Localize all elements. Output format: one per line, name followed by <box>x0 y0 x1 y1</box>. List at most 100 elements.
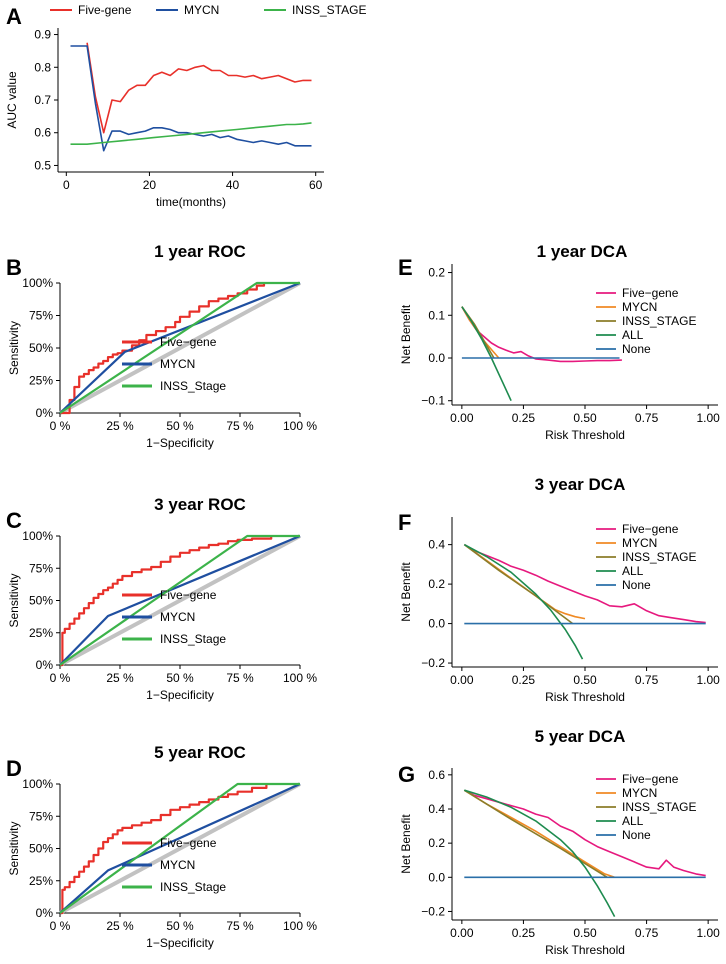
chart-title: 3 year ROC <box>154 495 246 514</box>
legend-label: INSS_STAGE <box>622 800 696 814</box>
series-line-inss-stage <box>463 789 608 878</box>
legend-label: Five−gene <box>622 286 679 300</box>
reference-diagonal <box>59 281 301 415</box>
y-tick-label: 0.6 <box>428 768 445 782</box>
x-axis-label: Risk Threshold <box>545 943 625 957</box>
legend-label: None <box>622 578 651 592</box>
y-axis-label: Net Benefit <box>399 562 413 622</box>
series-line-mycn <box>70 45 312 152</box>
series-line-five-gene <box>60 536 273 667</box>
x-tick-label: 100 % <box>283 919 317 933</box>
series-line-five-gene <box>60 283 266 415</box>
x-tick-label: 25 % <box>106 419 134 433</box>
series-line-inss-stage <box>59 534 300 666</box>
x-tick-label: 1.00 <box>696 673 720 687</box>
legend: Five−gene MYCN INSS_Stage <box>122 588 226 646</box>
panel-label-c: C <box>6 508 22 533</box>
legend-label: INSS_Stage <box>160 880 226 894</box>
y-tick-label: 0% <box>36 906 54 920</box>
x-tick-label: 0.50 <box>573 411 597 425</box>
x-tick-label: 0.00 <box>450 411 474 425</box>
x-tick-label: 100 % <box>283 419 317 433</box>
y-tick-label: 0.0 <box>428 870 445 884</box>
series-line-inss-stage <box>463 543 574 625</box>
reference-diagonal <box>59 782 301 915</box>
series-line-mycn <box>463 543 586 620</box>
x-tick-label: 1.00 <box>696 411 720 425</box>
x-tick-label: 75 % <box>226 419 254 433</box>
series-line-mycn <box>59 782 301 914</box>
x-tick-label: 0.00 <box>450 926 474 940</box>
x-tick-label: 25 % <box>106 671 134 685</box>
legend-label: None <box>622 342 651 356</box>
panel-d: D 5 year ROC 0 % 25 % 50 % 75 % 100 % 0% 25% 50% 7… <box>6 743 317 950</box>
legend-label: Five−gene <box>160 335 217 349</box>
x-axis-label: Risk Threshold <box>545 428 625 442</box>
series-line-mycn <box>59 534 301 666</box>
x-tick-label: 75 % <box>226 671 254 685</box>
chart-title: 1 year ROC <box>154 242 246 261</box>
chart-title: 3 year DCA <box>535 475 626 494</box>
panel-e: E 1 year DCA 0.00 0.25 0.50 0.75 1.00 −0.1 0.0 0.… <box>398 242 720 442</box>
y-tick-label: 75% <box>29 561 53 575</box>
series-line-all <box>461 306 512 402</box>
x-tick-label: 0.75 <box>635 926 659 940</box>
legend: Five−gene MYCN INSS_Stage <box>122 836 226 894</box>
y-tick-label: 0.8 <box>34 60 51 74</box>
legend-label: MYCN <box>160 357 195 371</box>
series-line-inss-stage <box>59 782 300 914</box>
x-tick-label: 0.75 <box>635 411 659 425</box>
x-tick-label: 25 % <box>106 919 134 933</box>
panel-label-a: A <box>6 4 22 29</box>
y-tick-label: 0% <box>36 658 54 672</box>
x-tick-label: 0.50 <box>573 673 597 687</box>
series-line-inss-stage <box>59 281 300 414</box>
x-tick-label: 0.25 <box>512 411 536 425</box>
panel-g: G 5 year DCA 0.00 0.25 0.50 0.75 1.00 −0.2 0.0 0.… <box>398 727 720 957</box>
x-tick-label: 0.25 <box>512 673 536 687</box>
legend-label: MYCN <box>160 610 195 624</box>
y-tick-label: 0.6 <box>34 126 51 140</box>
y-axis-label: Sensitivity <box>7 821 21 875</box>
chart-title: 5 year ROC <box>154 743 246 762</box>
legend-label: Five−gene <box>160 588 217 602</box>
y-tick-label: 0.2 <box>428 836 445 850</box>
x-tick-label: 0.75 <box>635 673 659 687</box>
panel-label-d: D <box>6 756 22 781</box>
x-tick-label: 50 % <box>166 671 194 685</box>
y-tick-label: 50% <box>29 341 53 355</box>
x-tick-label: 0.50 <box>573 926 597 940</box>
series-line-all <box>464 789 616 917</box>
x-tick-label: 0 % <box>50 919 71 933</box>
y-tick-label: 0.0 <box>428 617 445 631</box>
panel-label-b: B <box>6 255 22 280</box>
y-tick-label: 0.4 <box>428 802 445 816</box>
legend-label: ALL <box>622 564 644 578</box>
y-axis-label: Net Benefit <box>399 814 413 874</box>
chart-title: 1 year DCA <box>537 242 628 261</box>
legend-label: Five−gene <box>160 836 217 850</box>
legend-label: None <box>622 828 651 842</box>
legend-label: MYCN <box>160 858 195 872</box>
y-tick-label: 75% <box>29 309 53 323</box>
x-tick-label: 0 % <box>50 671 71 685</box>
series-line-five-gene <box>86 42 312 134</box>
y-tick-label: −0.2 <box>421 904 445 918</box>
legend-label: ALL <box>622 328 644 342</box>
x-tick-label: 1.00 <box>696 926 720 940</box>
legend: Five−gene MYCN INSS_Stage <box>122 335 226 393</box>
y-tick-label: 50% <box>29 842 53 856</box>
chart-title: 5 year DCA <box>535 727 626 746</box>
legend-label: INSS_Stage <box>160 632 226 646</box>
y-tick-label: 0.4 <box>428 538 445 552</box>
y-tick-label: 0.7 <box>34 93 51 107</box>
panel-f: F 3 year DCA 0.00 0.25 0.50 0.75 1.00 −0.2 0.0 0.… <box>398 475 720 704</box>
y-tick-label: −0.2 <box>421 656 445 670</box>
panel-label-g: G <box>398 762 415 787</box>
series-line-five-gene <box>461 306 622 363</box>
legend-label: Five-gene <box>78 3 132 17</box>
y-axis-label: Net Benefit <box>399 304 413 364</box>
legend-label: ALL <box>622 814 644 828</box>
y-tick-label: 25% <box>29 874 53 888</box>
